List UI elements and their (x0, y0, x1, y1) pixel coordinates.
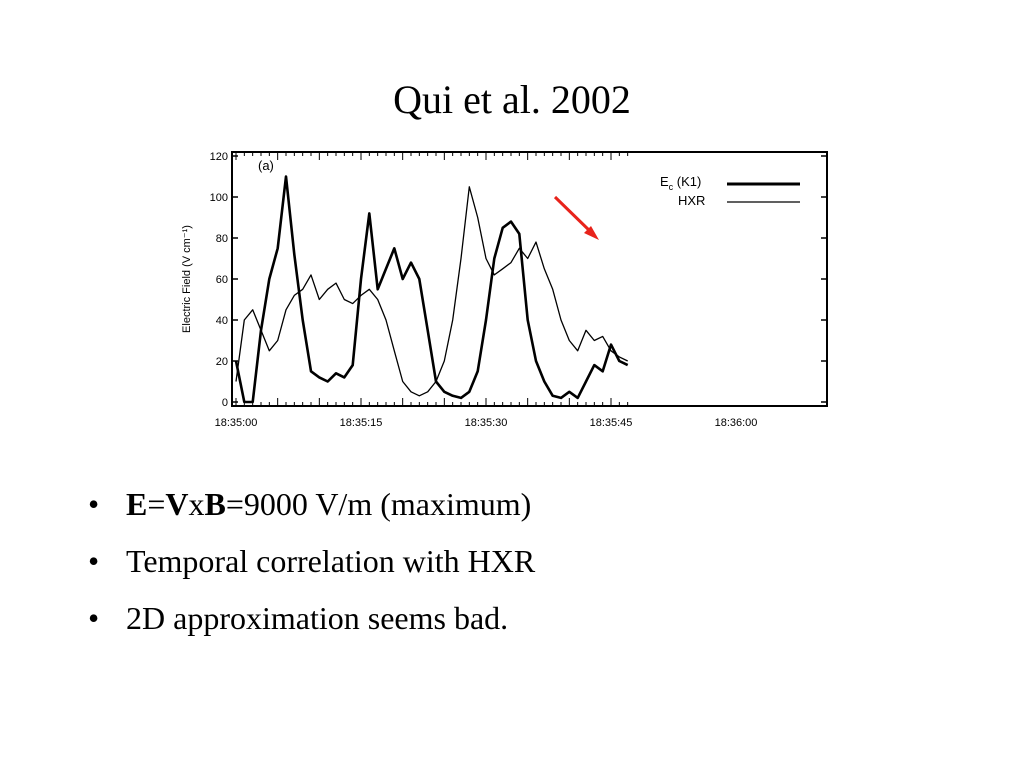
bullet-item-formula: • E=VxB=9000 V/m (maximum) (88, 486, 535, 543)
formula-text: E=VxB=9000 V/m (maximum) (126, 486, 532, 522)
y-tick-label: 100 (210, 192, 228, 204)
plot-frame (231, 151, 828, 407)
legend: Ec (K1) HXR (660, 174, 800, 208)
y-tick-label: 60 (216, 274, 228, 286)
y-tick-label: 40 (216, 315, 228, 327)
x-tick-label: 18:35:00 (215, 417, 258, 429)
y-tick-label: 20 (216, 356, 228, 368)
y-tick-label: 120 (210, 151, 228, 163)
series-layer (234, 175, 629, 404)
bullet-text: 2D approximation seems bad. (126, 600, 509, 636)
x-tick-label: 18:35:45 (590, 417, 633, 429)
legend-label-hxr: HXR (678, 193, 705, 208)
series-line-ec-k1 (234, 175, 629, 404)
legend-label-ec: Ec (K1) (660, 174, 701, 192)
bullet-marker: • (88, 543, 100, 579)
bullet-marker: • (88, 600, 100, 636)
bullet-text: Temporal correlation with HXR (126, 543, 536, 579)
y-tick-label: 80 (216, 233, 228, 245)
electric-field-chart: 0 20 40 60 80 100 120 18:35:00 18:35:15 18:35:30 1… (181, 151, 828, 429)
y-axis-label: Electric Field (V cm⁻¹) (181, 225, 193, 333)
bullet-item-approximation: • 2D approximation seems bad. (88, 600, 535, 657)
slide-title: Qui et al. 2002 (393, 77, 631, 122)
series-line-hxr (235, 186, 628, 397)
bullet-list: • E=VxB=9000 V/m (maximum) • Temporal co… (88, 486, 535, 657)
bullet-marker: • (88, 486, 100, 522)
y-tick-label: 0 (222, 397, 228, 409)
x-tick-label: 18:36:00 (715, 417, 758, 429)
x-tick-label: 18:35:15 (340, 417, 383, 429)
axis-ticks: 0 20 40 60 80 100 120 18:35:00 18:35:15 18:35:30 1… (210, 151, 827, 429)
bullet-item-correlation: • Temporal correlation with HXR (88, 543, 535, 600)
x-tick-label: 18:35:30 (465, 417, 508, 429)
panel-label: (a) (258, 158, 274, 173)
red-arrow (553, 195, 599, 240)
